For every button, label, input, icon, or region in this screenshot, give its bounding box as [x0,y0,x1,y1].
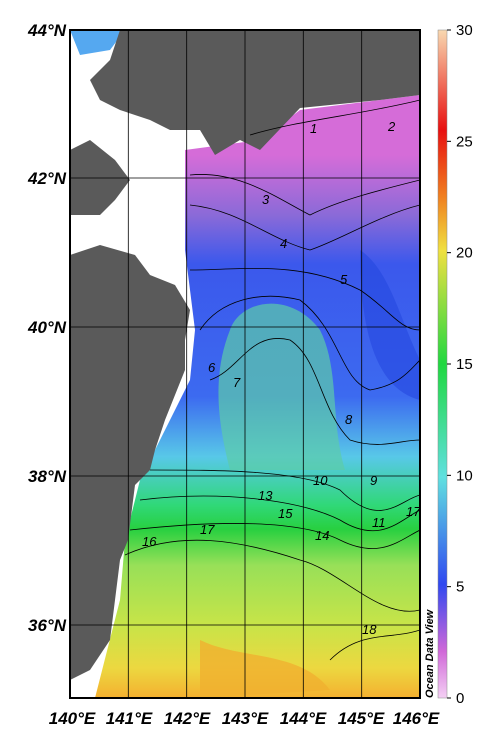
colorbar-tick-label: 15 [456,356,473,373]
contour-labels: 1 2 3 4 5 6 7 8 9 10 11 13 14 15 16 17 1… [142,119,421,637]
watermark: Ocean Data View [424,608,436,698]
lat-label: 36°N [28,616,67,635]
contour-label: 11 [372,515,386,530]
lat-label: 38°N [28,467,67,486]
lon-labels: 140°E 141°E 142°E 143°E 144°E 145°E 146°… [49,709,440,728]
contour-label: 17 [406,504,421,519]
lon-label: 146°E [393,709,440,728]
contour-label: 7 [233,375,241,390]
contour-label: 4 [280,236,287,251]
colorbar-tick-label: 5 [456,579,464,596]
colorbar-tick-label: 30 [456,22,473,39]
lat-label: 44°N [27,21,67,40]
contour-label: 9 [370,473,377,488]
map-area [70,30,420,698]
contour-label: 16 [142,534,157,549]
lon-label: 143°E [222,709,269,728]
colorbar-ticks: 0 5 10 15 20 25 30 [447,22,473,707]
contour-label: 8 [345,412,353,427]
contour-label: 13 [258,488,273,503]
colorbar-tick-label: 20 [456,245,473,262]
contour-label: 6 [208,360,216,375]
contour-label: 10 [313,473,328,488]
contour-label: 5 [340,272,348,287]
colorbar-tick-label: 25 [456,133,473,150]
contour-label: 17 [200,522,215,537]
colorbar [437,29,448,699]
contour-label: 3 [262,192,270,207]
lon-label: 140°E [49,709,96,728]
grid [70,30,420,698]
contour-label: 1 [310,121,317,136]
lat-labels: 44°N 42°N 40°N 38°N 36°N [27,21,67,635]
contour-label: 2 [387,119,396,134]
lon-label: 142°E [164,709,211,728]
lat-label: 40°N [27,318,67,337]
colorbar-tick-label: 0 [456,690,464,707]
contour-label: 14 [315,528,329,543]
lat-label: 42°N [27,169,67,188]
contour-label: 15 [278,506,293,521]
lon-label: 144°E [280,709,327,728]
colorbar-tick-label: 10 [456,467,473,484]
lon-label: 145°E [338,709,385,728]
contour-label: 18 [362,622,377,637]
lon-label: 141°E [106,709,153,728]
